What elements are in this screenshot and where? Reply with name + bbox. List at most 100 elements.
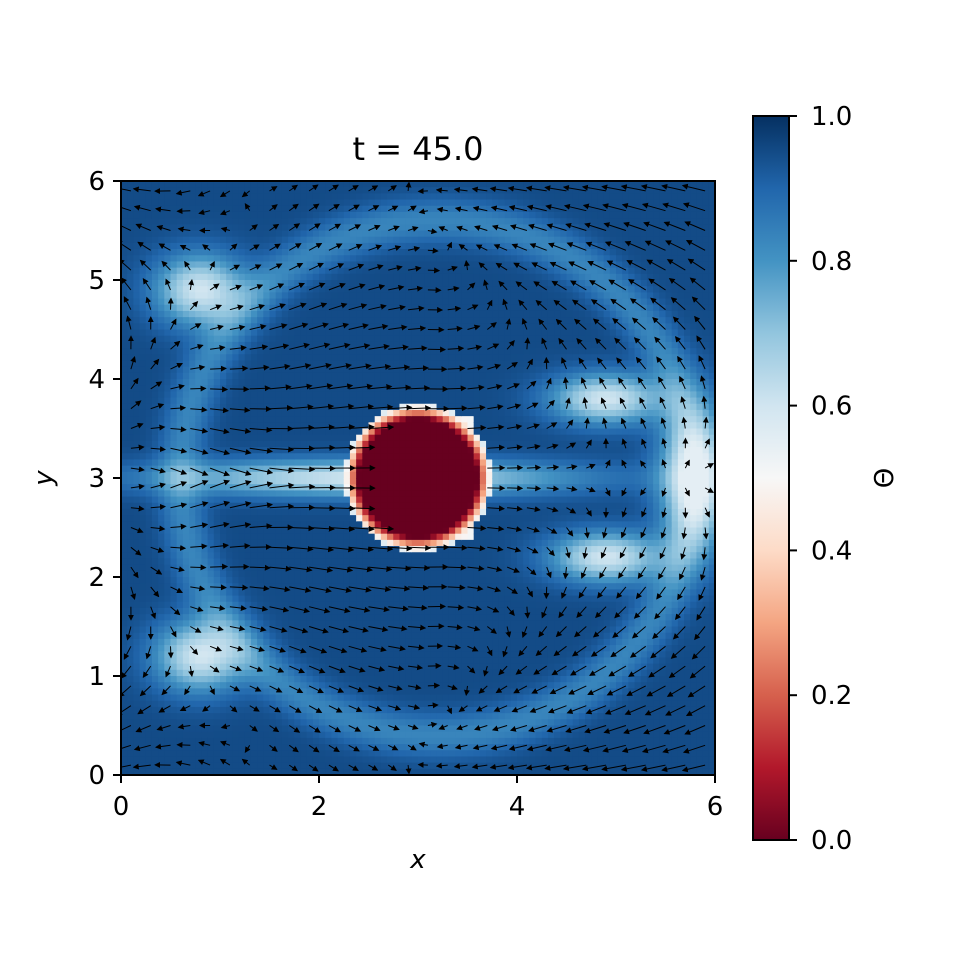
heatmap-cell: [238, 577, 246, 584]
heatmap-cell: [238, 521, 246, 529]
heatmap-cell: [411, 583, 419, 590]
heatmap-cell: [424, 669, 431, 677]
heatmap-cell: [343, 218, 351, 225]
heatmap-cell: [362, 527, 370, 535]
heatmap-cell: [121, 193, 128, 201]
heatmap-cell: [250, 230, 258, 238]
heatmap-cell: [418, 762, 425, 770]
heatmap-cell: [182, 329, 190, 337]
heatmap-cell: [380, 478, 388, 485]
heatmap-cell: [213, 490, 221, 498]
heatmap-cell: [362, 422, 370, 430]
heatmap-cell: [331, 255, 339, 263]
heatmap-cell: [151, 348, 159, 355]
heatmap-cell: [158, 713, 165, 720]
heatmap-cell: [306, 601, 314, 609]
heatmap-cell: [139, 310, 147, 318]
heatmap-cell: [182, 323, 190, 331]
heatmap-cell: [145, 688, 153, 696]
heatmap-cell: [368, 409, 376, 417]
heatmap-cell: [387, 490, 394, 498]
heatmap-cell: [250, 218, 258, 225]
heatmap-cell: [257, 750, 264, 758]
heatmap-cell: [362, 292, 370, 300]
heatmap-cell: [343, 459, 351, 467]
heatmap-cell: [393, 379, 401, 386]
heatmap-cell: [380, 744, 388, 751]
heatmap-cell: [207, 366, 215, 374]
heatmap-cell: [238, 768, 246, 775]
heatmap-cell: [300, 688, 308, 696]
heatmap-cell: [244, 372, 252, 380]
heatmap-cell: [430, 768, 438, 775]
heatmap-cell: [121, 546, 128, 553]
heatmap-cell: [263, 490, 271, 498]
heatmap-cell: [387, 620, 394, 628]
heatmap-cell: [319, 348, 326, 355]
heatmap-cell: [213, 428, 221, 436]
heatmap-cell: [418, 750, 425, 758]
heatmap-cell: [269, 397, 277, 405]
heatmap-cell: [244, 453, 252, 461]
heatmap-cell: [325, 181, 332, 188]
heatmap-cell: [133, 416, 141, 423]
heatmap-cell: [238, 558, 246, 566]
heatmap-cell: [349, 688, 357, 696]
heatmap-cell: [257, 273, 264, 281]
heatmap-cell: [269, 249, 277, 256]
heatmap-cell: [151, 422, 159, 430]
heatmap-cell: [207, 725, 215, 733]
heatmap-cell: [399, 583, 407, 590]
heatmap-cell: [405, 379, 413, 386]
heatmap-cell: [288, 750, 295, 758]
heatmap-cell: [275, 422, 283, 430]
heatmap-cell: [405, 669, 413, 677]
heatmap-cell: [343, 379, 351, 386]
heatmap-cell: [195, 682, 203, 689]
heatmap-cell: [213, 323, 221, 331]
heatmap-cell: [127, 676, 134, 683]
heatmap-cell: [170, 676, 178, 683]
heatmap-cell: [374, 471, 382, 479]
heatmap-cell: [411, 187, 419, 194]
heatmap-cell: [319, 372, 326, 380]
heatmap-cell: [312, 255, 320, 263]
heatmap-cell: [312, 379, 320, 386]
heatmap-cell: [436, 273, 444, 281]
heatmap-cell: [195, 490, 203, 498]
heatmap-cell: [250, 558, 258, 566]
heatmap-cell: [300, 583, 308, 590]
heatmap-cell: [164, 502, 172, 510]
heatmap-cell: [399, 428, 407, 436]
heatmap-cell: [182, 348, 190, 355]
heatmap-cell: [189, 267, 196, 275]
heatmap-cell: [319, 744, 326, 751]
heatmap-cell: [411, 484, 419, 491]
heatmap-cell: [281, 638, 289, 646]
heatmap-cell: [207, 694, 215, 702]
heatmap-cell: [411, 360, 419, 368]
heatmap-cell: [430, 391, 438, 399]
heatmap-cell: [368, 286, 376, 293]
heatmap-cell: [263, 360, 271, 368]
heatmap-cell: [145, 218, 153, 225]
heatmap-cell: [263, 323, 271, 331]
heatmap-cell: [393, 434, 401, 442]
heatmap-cell: [436, 249, 444, 256]
heatmap-cell: [319, 706, 326, 714]
heatmap-cell: [127, 564, 134, 572]
heatmap-cell: [232, 589, 240, 597]
heatmap-cell: [374, 595, 382, 603]
heatmap-cell: [164, 181, 172, 188]
heatmap-cell: [158, 496, 165, 504]
heatmap-cell: [325, 447, 332, 454]
heatmap-cell: [158, 595, 165, 603]
heatmap-cell: [151, 651, 159, 659]
heatmap-cell: [405, 354, 413, 362]
heatmap-cell: [189, 360, 196, 368]
heatmap-cell: [436, 552, 444, 560]
heatmap-cell: [207, 589, 215, 597]
heatmap-cell: [356, 372, 363, 380]
heatmap-cell: [331, 688, 339, 696]
heatmap-cell: [226, 750, 233, 758]
